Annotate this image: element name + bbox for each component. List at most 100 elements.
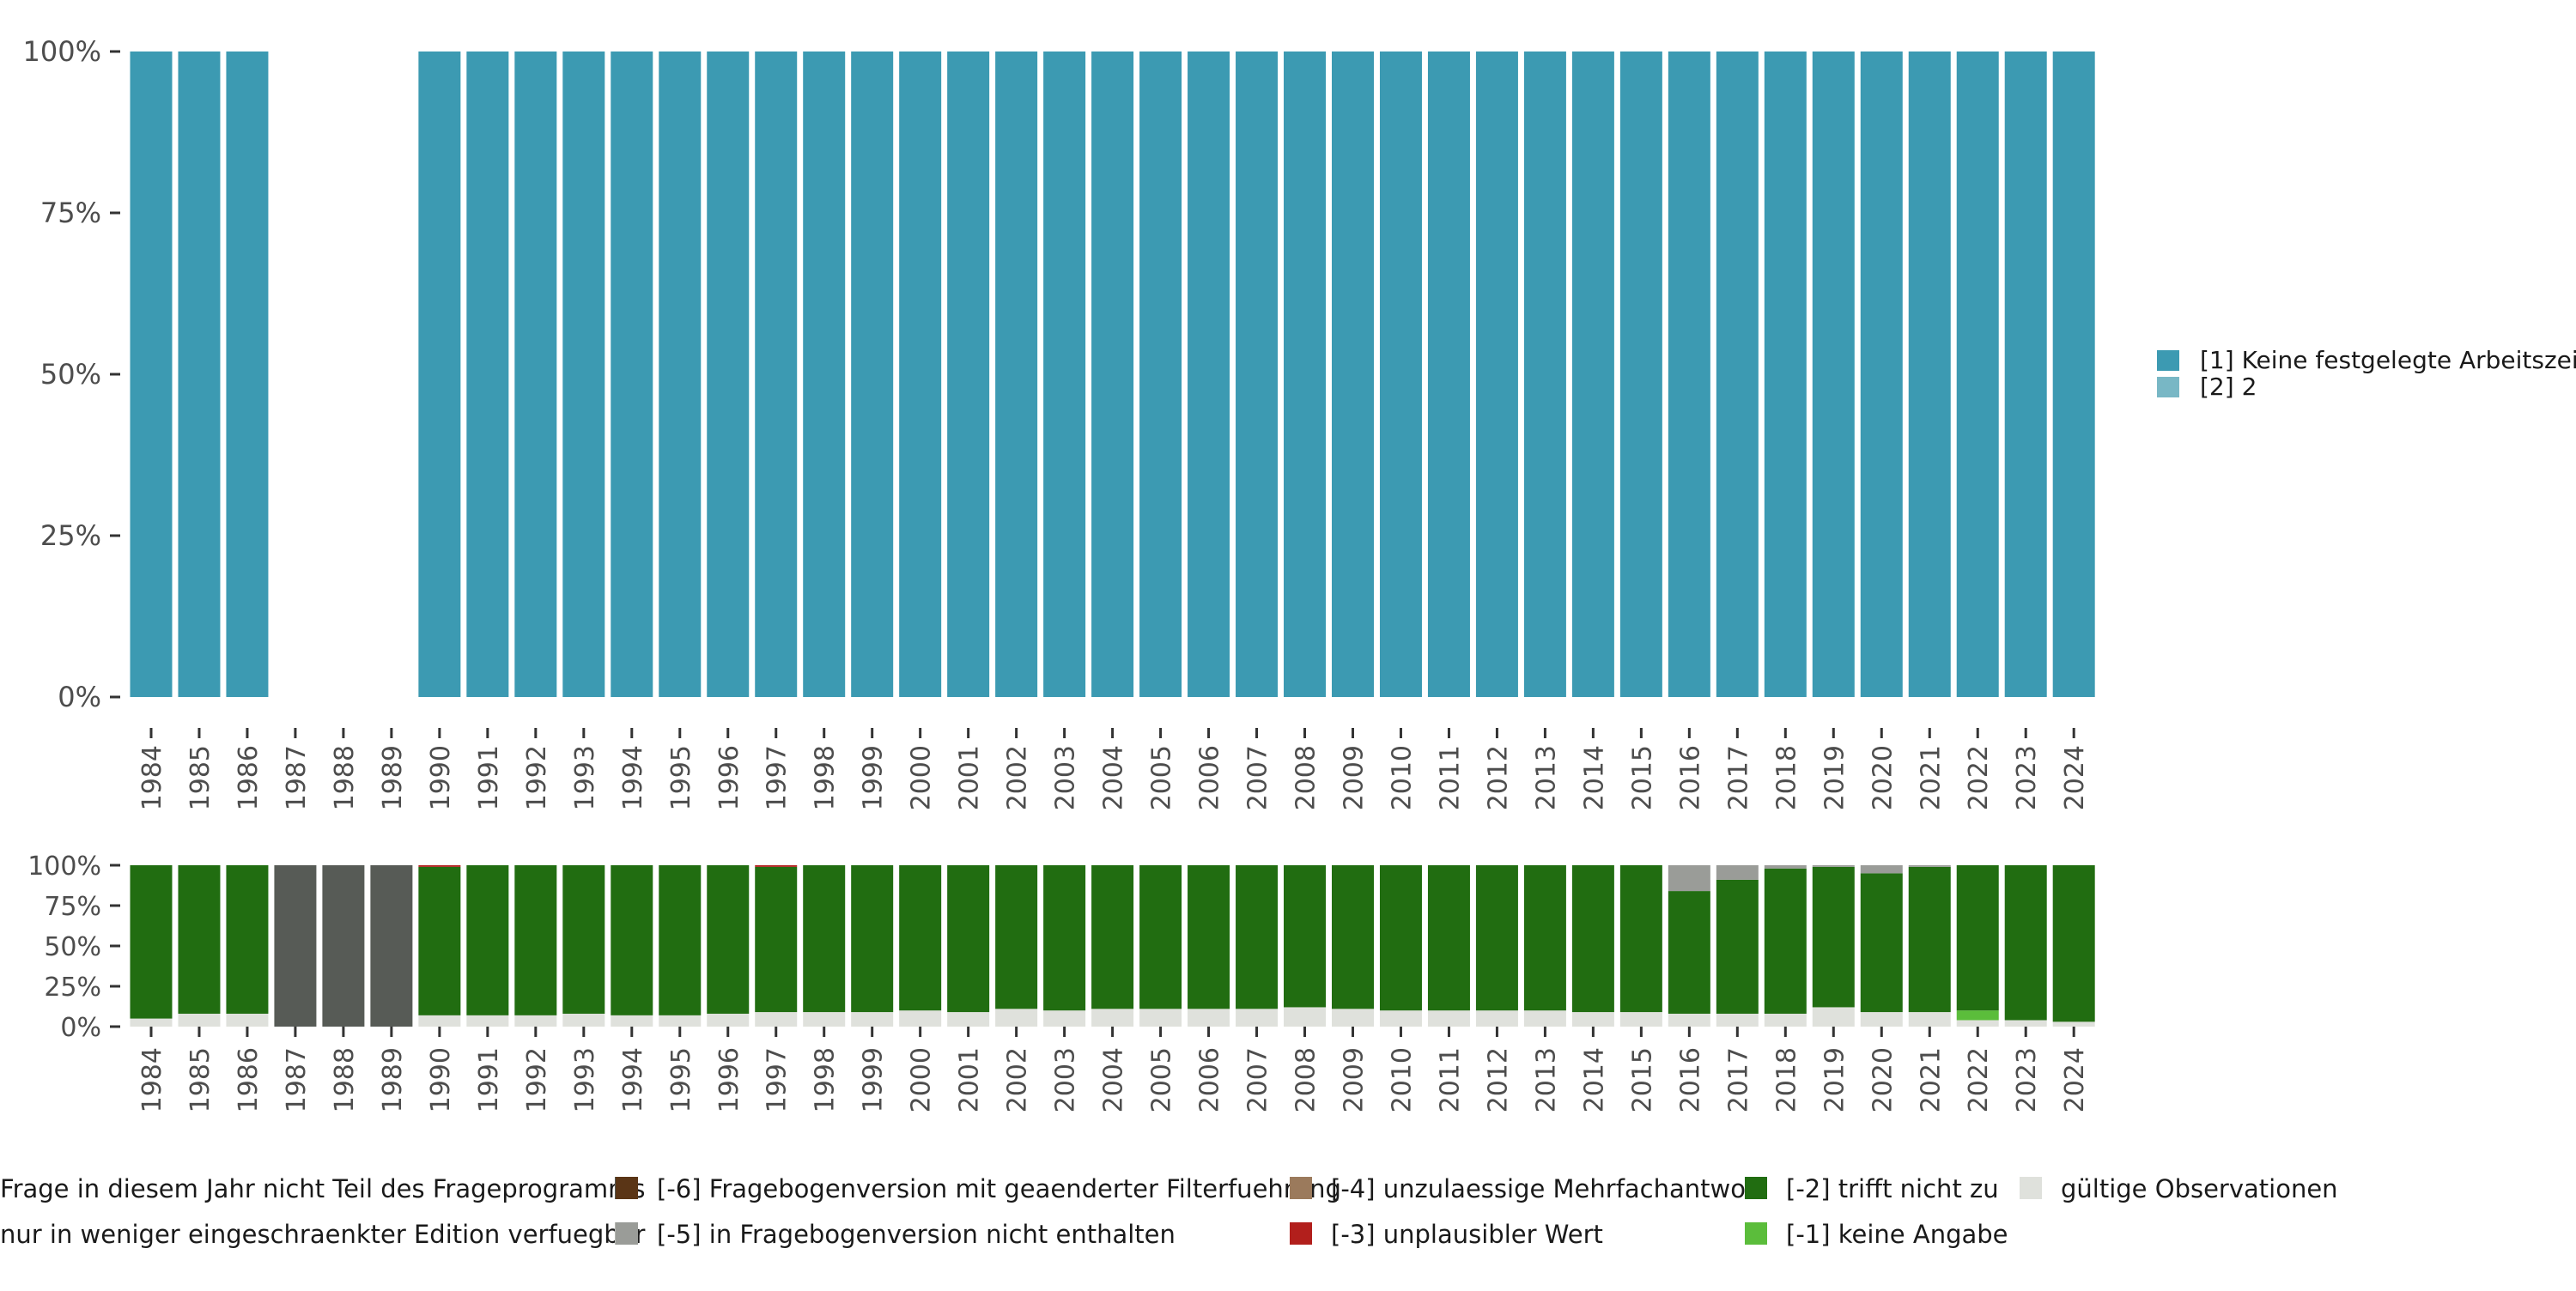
bar-segment bbox=[1331, 52, 1374, 697]
x-tick-label: 2021 bbox=[1916, 745, 1946, 810]
bar-segment bbox=[1284, 52, 1327, 697]
bar-segment bbox=[178, 865, 221, 1014]
legend-bottom-label: [-3] unplausibler Wert bbox=[1331, 1220, 1603, 1249]
bar-segment bbox=[1619, 865, 1662, 1013]
y-tick-label: 50% bbox=[40, 358, 101, 391]
x-tick-label: 2009 bbox=[1339, 1047, 1369, 1112]
bar-segment bbox=[1043, 1010, 1086, 1027]
bar-segment bbox=[1379, 52, 1422, 697]
bar-segment bbox=[611, 1015, 653, 1027]
x-tick-label: 1997 bbox=[762, 745, 793, 810]
y-tick-label: 75% bbox=[40, 197, 101, 229]
legend-label: [2] 2 bbox=[2200, 373, 2257, 401]
x-tick-label: 2021 bbox=[1916, 1047, 1946, 1112]
x-tick-label: 2001 bbox=[955, 745, 985, 810]
bar-segment bbox=[130, 865, 173, 1019]
x-tick-label: 1989 bbox=[378, 745, 408, 810]
bar-segment bbox=[1523, 865, 1566, 1011]
bar-segment bbox=[755, 1012, 798, 1027]
bar-segment bbox=[1091, 1009, 1134, 1027]
x-tick-label: 1988 bbox=[330, 1047, 360, 1112]
bar-segment bbox=[1764, 52, 1807, 697]
x-tick-label: 2008 bbox=[1291, 745, 1321, 810]
bar-segment bbox=[899, 1010, 942, 1027]
bar-segment bbox=[1716, 1013, 1759, 1027]
bar-segment bbox=[707, 52, 750, 697]
bar-segment bbox=[995, 1009, 1038, 1027]
x-tick-label: 1998 bbox=[811, 745, 841, 810]
bar-segment bbox=[1236, 865, 1279, 1009]
x-tick-label: 2011 bbox=[1435, 745, 1465, 810]
x-tick-label: 1995 bbox=[666, 1047, 696, 1112]
x-tick-label: 2002 bbox=[1003, 1047, 1033, 1112]
bar-segment bbox=[1571, 52, 1614, 697]
bar-segment bbox=[1475, 865, 1518, 1011]
legend-bottom-swatch bbox=[1290, 1222, 1312, 1245]
bar-segment bbox=[851, 1012, 894, 1027]
legend-bottom-label: [-6] Fragebogenversion mit geaenderter F… bbox=[657, 1174, 1341, 1203]
bar-segment bbox=[1716, 879, 1759, 1014]
y-tick-label: 0% bbox=[58, 681, 101, 713]
bar-segment bbox=[2004, 865, 2047, 1021]
x-tick-label: 2007 bbox=[1243, 1047, 1273, 1112]
bar-segment bbox=[2052, 52, 2095, 697]
x-tick-label: 2018 bbox=[1771, 745, 1801, 810]
bar-segment bbox=[1908, 865, 1951, 867]
bar-segment bbox=[1571, 865, 1614, 1013]
x-tick-label: 2022 bbox=[1964, 1047, 1994, 1112]
bar-segment bbox=[1188, 865, 1230, 1009]
bar-segment bbox=[1812, 866, 1855, 1008]
bar-segment bbox=[899, 865, 942, 1011]
x-tick-label: 2006 bbox=[1195, 1047, 1225, 1112]
x-tick-label: 2019 bbox=[1820, 1047, 1850, 1112]
bar-segment bbox=[755, 52, 798, 697]
y-tick-label: 100% bbox=[23, 35, 101, 68]
bar-segment bbox=[1668, 865, 1710, 892]
bar-segment bbox=[2052, 1021, 2095, 1027]
bar-segment bbox=[2052, 865, 2095, 1022]
legend-swatch bbox=[2157, 350, 2179, 371]
x-tick-label: 2012 bbox=[1483, 1047, 1513, 1112]
bar-segment bbox=[178, 52, 221, 697]
x-tick-label: 2005 bbox=[1147, 1047, 1177, 1112]
bar-segment bbox=[755, 866, 798, 1013]
bar-segment bbox=[1812, 52, 1855, 697]
x-tick-label: 1994 bbox=[618, 1047, 648, 1112]
legend-bottom-swatch bbox=[2020, 1177, 2042, 1199]
x-tick-label: 1995 bbox=[666, 745, 696, 810]
x-tick-label: 2012 bbox=[1483, 745, 1513, 810]
x-tick-label: 2018 bbox=[1771, 1047, 1801, 1112]
bar-segment bbox=[851, 865, 894, 1013]
x-tick-label: 2005 bbox=[1147, 745, 1177, 810]
bar-segment bbox=[1139, 1009, 1182, 1027]
bar-segment bbox=[1523, 52, 1566, 697]
y-tick-label: 100% bbox=[27, 852, 101, 882]
x-tick-label: 1984 bbox=[137, 745, 167, 810]
bar-segment bbox=[466, 865, 509, 1015]
x-tick-label: 2024 bbox=[2060, 1047, 2090, 1112]
x-tick-label: 2020 bbox=[1868, 1047, 1898, 1112]
x-tick-label: 2017 bbox=[1723, 745, 1753, 810]
bar-segment bbox=[1043, 52, 1086, 697]
bar-segment bbox=[1668, 52, 1710, 697]
bar-segment bbox=[562, 865, 605, 1014]
bar-segment bbox=[1764, 1013, 1807, 1027]
x-tick-label: 2014 bbox=[1579, 745, 1609, 810]
bar-segment bbox=[322, 865, 365, 1027]
bar-segment bbox=[899, 52, 942, 697]
bar-segment bbox=[1331, 865, 1374, 1009]
x-tick-label: 2023 bbox=[2012, 745, 2042, 810]
x-tick-label: 1999 bbox=[859, 1047, 889, 1112]
bar-segment bbox=[1091, 865, 1134, 1009]
legend-bottom-swatch bbox=[1745, 1177, 1767, 1199]
bar-segment bbox=[659, 865, 702, 1015]
bar-segment bbox=[851, 52, 894, 697]
bar-segment bbox=[995, 52, 1038, 697]
bar-segment bbox=[707, 1013, 750, 1027]
bar-segment bbox=[947, 52, 990, 697]
bar-segment bbox=[418, 866, 461, 1015]
x-tick-label: 1996 bbox=[714, 745, 744, 810]
x-tick-label: 1987 bbox=[282, 1047, 312, 1112]
legend-bottom-label: [-5] in Fragebogenversion nicht enthalte… bbox=[657, 1220, 1176, 1249]
bar-segment bbox=[611, 52, 653, 697]
